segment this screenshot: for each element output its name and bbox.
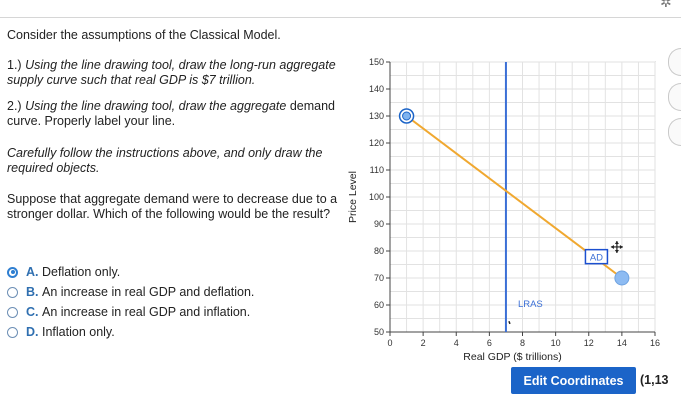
coordinate-readout: (1,13 <box>640 373 669 387</box>
x-tick-label: 10 <box>551 338 561 348</box>
x-tick-label: 2 <box>421 338 426 348</box>
x-tick-label: 6 <box>487 338 492 348</box>
choice-d[interactable]: D. Inflation only. <box>7 322 254 342</box>
choice-letter: B. <box>26 285 39 299</box>
ad-end-point[interactable] <box>614 270 630 286</box>
y-tick-label: 150 <box>369 57 384 67</box>
choice-letter: D. <box>26 325 39 339</box>
y-axis-label: Price Level <box>347 171 359 223</box>
radio-button[interactable] <box>7 326 18 338</box>
ad-label[interactable]: AD <box>590 253 603 264</box>
radio-button[interactable] <box>7 286 18 298</box>
instruction-3: Carefully follow the instructions above,… <box>7 146 323 175</box>
ad-label-box[interactable] <box>584 248 609 265</box>
x-tick-label: 16 <box>650 338 660 348</box>
x-tick-label: 4 <box>454 338 459 348</box>
instruction-2-text: Using the line drawing tool, draw the ag… <box>25 99 287 113</box>
y-tick-label: 50 <box>374 327 384 337</box>
y-tick-label: 80 <box>374 246 384 256</box>
choice-letter: A. <box>26 265 39 279</box>
choice-letter: C. <box>26 305 39 319</box>
y-tick-label: 100 <box>369 192 384 202</box>
x-tick-label: 12 <box>584 338 594 348</box>
lras-label[interactable]: LRAS <box>518 299 543 310</box>
y-tick-label: 130 <box>369 111 384 121</box>
ad-start-point[interactable] <box>402 111 412 121</box>
y-tick-label: 60 <box>374 300 384 310</box>
x-axis-label: Real GDP ($ trillions) <box>463 351 561 363</box>
settings-icon[interactable]: ✲ <box>660 0 672 10</box>
move-cursor-arrows <box>610 240 623 253</box>
instruction-2-number: 2.) <box>7 99 26 113</box>
instruction-2: 2.) Using the line drawing tool, draw th… <box>7 99 342 129</box>
choice-a[interactable]: A. Deflation only. <box>7 262 254 282</box>
radio-button[interactable] <box>7 266 18 278</box>
choice-text: Inflation only. <box>42 325 115 339</box>
graph-area[interactable]: 0 2 4 6 8 10 12 14 16 50 60 70 80 90 100 110 120 130 140 15… <box>342 52 672 364</box>
radio-button[interactable] <box>7 306 18 318</box>
choice-text: Deflation only. <box>42 265 121 279</box>
choice-text: An increase in real GDP and deflation. <box>42 285 255 299</box>
choice-b[interactable]: B. An increase in real GDP and deflation. <box>7 282 254 302</box>
choice-text: An increase in real GDP and inflation. <box>42 305 251 319</box>
choice-c[interactable]: C. An increase in real GDP and inflation. <box>7 302 254 322</box>
edit-coordinates-button[interactable]: Edit Coordinates <box>511 367 636 394</box>
top-divider <box>0 17 681 18</box>
x-tick-label: 0 <box>387 338 392 348</box>
y-tick-label: 90 <box>374 219 384 229</box>
intro-text: Consider the assumptions of the Classica… <box>7 28 281 42</box>
answer-choices: A. Deflation only. B. An increase in real G… <box>7 262 254 342</box>
question-text: Suppose that aggregate demand were to de… <box>7 192 338 221</box>
y-tick-label: 140 <box>369 84 384 94</box>
instruction-1-number: 1.) <box>7 58 26 72</box>
cursor-mark <box>508 320 511 325</box>
x-tick-label: 14 <box>617 338 627 348</box>
instruction-1: 1.) Using the line drawing tool, draw th… <box>7 58 342 88</box>
x-tick-label: 8 <box>520 338 525 348</box>
instruction-1-text: Using the line drawing tool, draw the lo… <box>7 58 336 87</box>
y-tick-label: 110 <box>370 165 384 175</box>
y-tick-label: 120 <box>369 138 384 148</box>
y-tick-label: 70 <box>374 273 384 283</box>
instruction-2-rest: demand curve. Properly label your line. <box>7 99 335 128</box>
